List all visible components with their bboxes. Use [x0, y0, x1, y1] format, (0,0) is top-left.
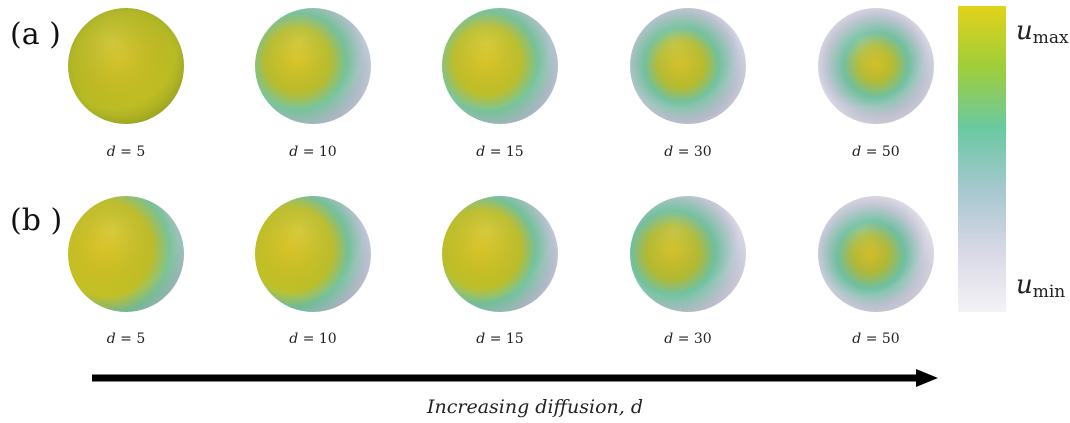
- sphere-a-5: [818, 8, 934, 124]
- sphere-a-3: [442, 8, 558, 124]
- d-label-a-3: d = 15: [476, 144, 524, 160]
- sphere-b-2: [255, 196, 371, 312]
- sphere-b-3: [442, 196, 558, 312]
- colorbar-max-label: umax: [1016, 16, 1069, 48]
- colorbar-min-label: umin: [1016, 270, 1066, 302]
- diffusion-axis-label: Increasing diffusion, d: [427, 396, 643, 418]
- d-label-b-5: d = 50: [852, 331, 900, 347]
- sphere-a-1: [68, 8, 184, 124]
- sphere-a-2: [255, 8, 371, 124]
- row-label-a: (a ): [10, 17, 61, 52]
- d-label-a-2: d = 10: [289, 144, 337, 160]
- colorbar: [958, 6, 1006, 312]
- sphere-b-1: [68, 196, 184, 312]
- row-label-b: (b ): [10, 203, 63, 238]
- diffusion-arrow: [92, 369, 938, 387]
- sphere-b-5: [818, 196, 934, 312]
- d-label-b-4: d = 30: [664, 331, 712, 347]
- d-label-b-1: d = 5: [106, 331, 146, 347]
- sphere-a-4: [630, 8, 746, 124]
- d-label-a-1: d = 5: [106, 144, 146, 160]
- sphere-b-4: [630, 196, 746, 312]
- d-label-a-5: d = 50: [852, 144, 900, 160]
- d-label-b-2: d = 10: [289, 331, 337, 347]
- d-label-a-4: d = 30: [664, 144, 712, 160]
- d-label-b-3: d = 15: [476, 331, 524, 347]
